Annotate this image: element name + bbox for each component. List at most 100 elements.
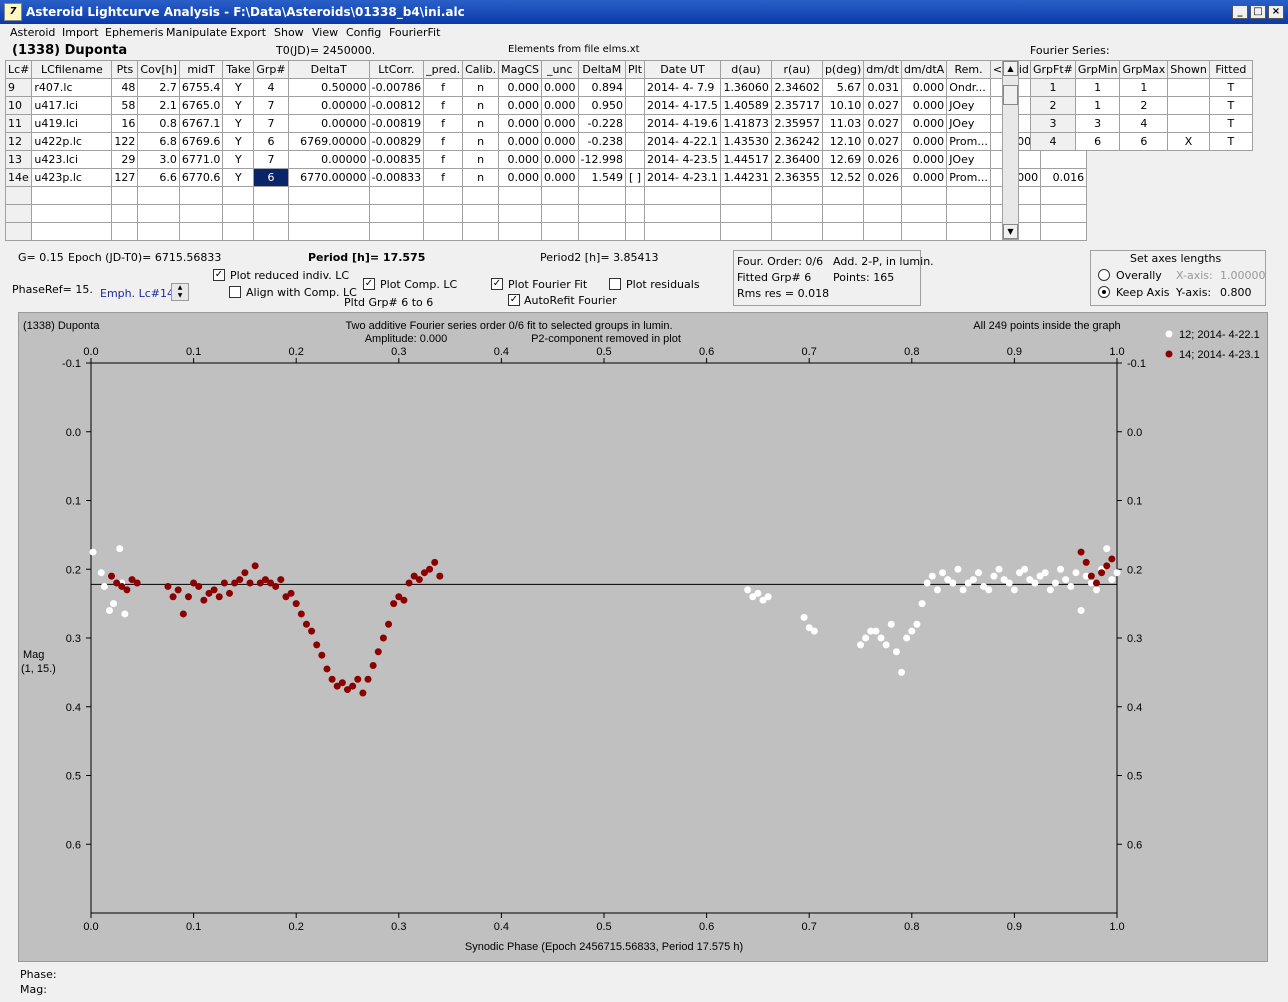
table-cell[interactable]: 2014- 4-23.5 [644, 150, 721, 169]
table-cell[interactable] [644, 186, 721, 205]
table-cell[interactable]: 6.8 [137, 132, 180, 151]
table-cell[interactable] [222, 222, 255, 241]
table-cell[interactable]: 0.000 [541, 114, 579, 133]
table-cell[interactable] [900, 222, 948, 241]
table-cell[interactable]: 0.031 [863, 78, 902, 97]
table-cell[interactable]: 1.41873 [719, 114, 772, 133]
table-cell[interactable]: 11 [4, 114, 33, 133]
table-cell[interactable] [137, 186, 180, 205]
fourier-cell[interactable]: 6 [1119, 132, 1169, 151]
table-cell[interactable]: 0.00000 [287, 96, 370, 115]
table-cell[interactable] [137, 204, 180, 223]
table-cell[interactable]: 2.36355 [770, 168, 823, 187]
lc-col-header[interactable]: Pts [111, 60, 139, 79]
table-cell[interactable]: 1.40589 [719, 96, 772, 115]
table-cell[interactable] [4, 186, 33, 205]
lc-col-header[interactable]: Grp# [253, 60, 289, 79]
menu-ephemeris[interactable]: Ephemeris [105, 26, 164, 39]
table-row[interactable]: 14e u423p.lc 127 6.6 6770.6 Y 6 6770.00000 -0.00… [4, 168, 1088, 187]
table-cell[interactable]: 122 [111, 132, 139, 151]
table-cell[interactable] [4, 204, 33, 223]
table-cell[interactable]: 7 [253, 96, 289, 115]
table-cell[interactable] [770, 204, 823, 223]
plot-canvas[interactable]: (1338) Duponta Two additive Fourier seri… [19, 313, 1269, 963]
table-cell[interactable]: Ondr... [946, 78, 991, 97]
table-cell[interactable]: n [462, 150, 500, 169]
table-cell[interactable]: 6 [253, 168, 289, 187]
table-cell[interactable] [253, 186, 289, 205]
table-cell[interactable]: 12.10 [821, 132, 865, 151]
table-cell[interactable] [222, 186, 255, 205]
table-cell[interactable] [541, 222, 579, 241]
table-cell[interactable] [900, 204, 948, 223]
table-cell[interactable]: 4 [253, 78, 289, 97]
fourier-cell[interactable]: 4 [1030, 132, 1076, 151]
table-cell[interactable]: JOey [946, 114, 991, 133]
table-cell[interactable]: 0.027 [863, 114, 902, 133]
table-cell[interactable] [541, 204, 579, 223]
table-cell[interactable] [863, 204, 902, 223]
table-cell[interactable]: 0.016 [1040, 168, 1088, 187]
table-cell[interactable]: 0.000 [498, 168, 543, 187]
table-cell[interactable]: 6765.0 [178, 96, 224, 115]
lc-col-header[interactable]: Take [222, 60, 255, 79]
lc-col-header[interactable]: Plt [624, 60, 646, 79]
fourier-cell[interactable]: T [1208, 132, 1253, 151]
table-cell[interactable]: 0.950 [577, 96, 627, 115]
plot-reduced-checkbox[interactable]: ✓ [213, 269, 225, 281]
table-cell[interactable]: Y [222, 168, 255, 187]
lc-col-header[interactable]: Date UT [644, 60, 721, 79]
table-cell[interactable]: -0.228 [577, 114, 627, 133]
table-cell[interactable]: -0.00812 [368, 96, 425, 115]
lc-col-header[interactable]: d(au) [719, 60, 772, 79]
fourier-cell[interactable]: T [1208, 78, 1253, 97]
plot-comp-checkbox[interactable]: ✓ [363, 278, 375, 290]
table-cell[interactable]: n [462, 132, 500, 151]
table-cell[interactable]: Y [222, 78, 255, 97]
table-cell[interactable]: u422p.lc [31, 132, 113, 151]
table-cell[interactable]: 2.34602 [770, 78, 823, 97]
table-cell[interactable]: 0.000 [498, 114, 543, 133]
menu-fourierfit[interactable]: FourierFit [389, 26, 441, 39]
table-cell[interactable]: n [462, 168, 500, 187]
table-row[interactable]: 10 u417.lci 58 2.1 6765.0 Y 7 0.00000 -0.00812 f n… [4, 96, 1088, 115]
table-cell[interactable] [287, 204, 370, 223]
table-cell[interactable]: 14e [4, 168, 33, 187]
table-cell[interactable] [577, 204, 627, 223]
table-cell[interactable]: 6767.1 [178, 114, 224, 133]
lc-col-header[interactable]: LCfilename [31, 60, 113, 79]
table-cell[interactable]: f [423, 150, 464, 169]
table-cell[interactable]: n [462, 78, 500, 97]
table-cell[interactable] [821, 222, 865, 241]
lc-col-header[interactable]: p(deg) [821, 60, 865, 79]
empty-row[interactable] [4, 186, 1088, 205]
table-cell[interactable] [770, 222, 823, 241]
lightcurve-plot[interactable]: (1338) Duponta Two additive Fourier seri… [18, 312, 1268, 962]
table-cell[interactable]: 1.43530 [719, 132, 772, 151]
table-cell[interactable]: f [423, 96, 464, 115]
table-cell[interactable] [900, 186, 948, 205]
table-cell[interactable] [624, 114, 646, 133]
table-cell[interactable] [624, 96, 646, 115]
table-cell[interactable] [821, 204, 865, 223]
table-cell[interactable] [624, 150, 646, 169]
lc-col-header[interactable]: LtCorr. [368, 60, 425, 79]
fourier-cell[interactable]: 2 [1030, 96, 1076, 115]
table-cell[interactable]: Y [222, 114, 255, 133]
table-cell[interactable]: 0.000 [541, 168, 579, 187]
table-cell[interactable]: Prom... [946, 132, 991, 151]
table-cell[interactable]: u423.lci [31, 150, 113, 169]
table-cell[interactable]: 12 [4, 132, 33, 151]
table-cell[interactable] [137, 222, 180, 241]
table-cell[interactable] [368, 186, 425, 205]
table-cell[interactable] [624, 204, 646, 223]
table-cell[interactable]: Prom... [946, 168, 991, 187]
table-cell[interactable]: u419.lci [31, 114, 113, 133]
table-cell[interactable] [624, 222, 646, 241]
fourier-cell[interactable]: T [1208, 114, 1253, 133]
fourier-cell[interactable] [1167, 96, 1210, 115]
period-value[interactable]: Period [h]= 17.575 [308, 251, 426, 264]
table-cell[interactable]: n [462, 96, 500, 115]
table-cell[interactable] [624, 186, 646, 205]
